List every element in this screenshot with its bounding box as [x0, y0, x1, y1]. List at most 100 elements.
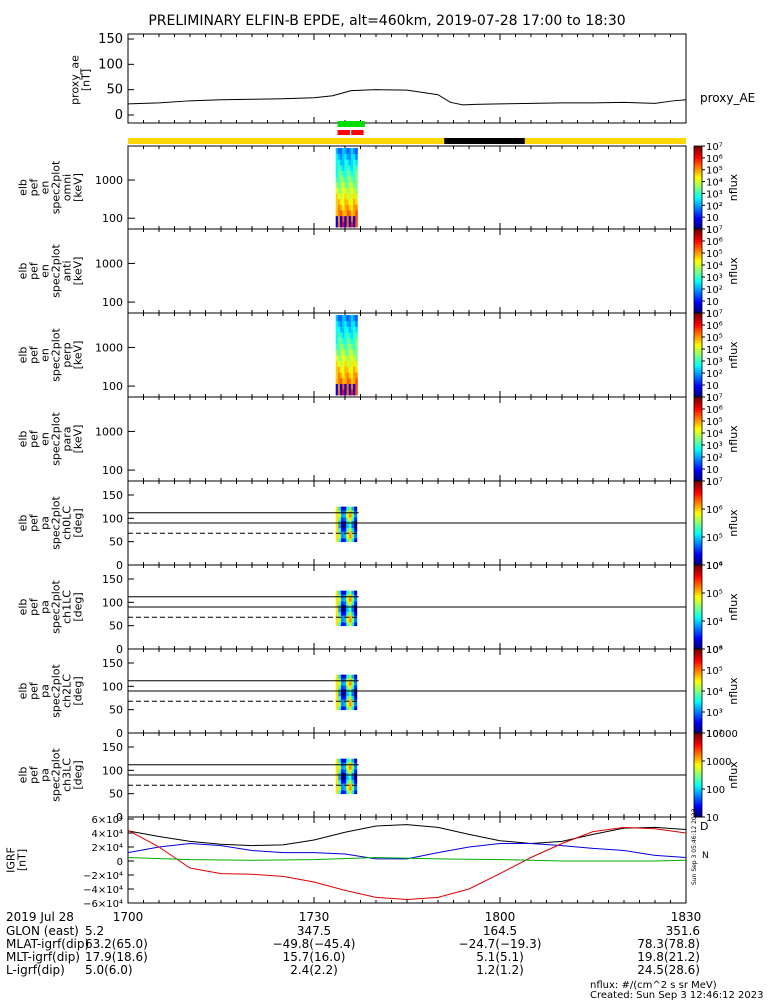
spec2plot-en-perp-colorbar-cell: [694, 315, 702, 318]
spec2plot-pa-ch3LC-colorbar-cell: [694, 768, 702, 772]
spec2plot-pa-ch2LC-cell: [340, 702, 345, 707]
spec2plot-en-para-colorbar-cell: [694, 422, 702, 425]
spec2plot-pa-ch3LC-cell: [346, 779, 350, 784]
spec2plot-en-omni-cell: [344, 164, 347, 171]
spec2plot-en-perp-cell: [350, 320, 354, 327]
spec2plot-pa-ch3LC-cell: [340, 769, 345, 774]
x-axis-value: 2.4(2.2): [290, 963, 338, 977]
spec2plot-en-perp-colorbar-cell: [694, 325, 702, 329]
spec2plot-pa-ch3LC-ylabel-line: elb: [17, 767, 30, 784]
spec2plot-en-omni-cell: [340, 187, 343, 194]
x-axis-value: 1830: [671, 910, 702, 924]
spec2plot-en-perp-cell: [355, 355, 358, 362]
spec2plot-pa-ch1LC-cell: [348, 590, 352, 595]
spec2plot-en-omni-colorbar-cell: [694, 172, 702, 176]
x-axis-row-label: GLON (east): [6, 924, 79, 938]
spec2plot-pa-ch3LC-cell: [354, 765, 358, 770]
spec2plot-en-para-colorbar-cell: [694, 411, 702, 415]
spec2plot-pa-ch0LC-cell: [346, 527, 350, 532]
spec2plot-en-omni-cell: [340, 176, 343, 183]
spec2plot-pa-ch3LC-cell: [351, 779, 355, 784]
spec2plot-en-anti-colorbar-cell: [694, 250, 702, 253]
spec2plot-pa-ch3LC-ylabel-line: spec2plot: [50, 748, 63, 802]
spec2plot-pa-ch3LC-colorbar-cell: [694, 756, 702, 759]
spec2plot-pa-ch1LC-colorbar-cell: [694, 600, 702, 604]
spec2plot-en-omni-cell: [335, 193, 339, 200]
spec2plot-pa-ch0LC-colorbar-cell: [694, 504, 702, 507]
spec2plot-pa-ch2LC-colorbar-label: 10⁵: [706, 666, 723, 677]
spec2plot-en-omni-cell: [340, 193, 343, 200]
spec2plot-pa-ch1LC-colorbar-cell: [694, 596, 702, 600]
spec2plot-pa-ch3LC-colorbar-cell: [694, 814, 702, 818]
spec2plot-en-anti-colorbar-cell: [694, 306, 702, 310]
spec2plot-pa-ch3LC-colorbar-cell: [694, 764, 702, 768]
spec2plot-pa-ch1LC-ytick-label: 50: [109, 620, 123, 633]
x-axis-value: 15.7(16.0): [283, 950, 346, 964]
spec2plot-en-omni-cell: [353, 198, 356, 205]
spec2plot-pa-ch2LC-cell: [343, 674, 347, 679]
spec2plot-pa-ch0LC-cell: [346, 510, 350, 515]
spec2plot-en-perp-cell: [355, 332, 358, 339]
spec2plot-pa-ch0LC-cell: [354, 527, 358, 532]
spec2plot-pa-ch1LC-ylabel-line: pef: [28, 597, 41, 616]
spec2plot-pa-ch3LC-colorbar-cell: [694, 741, 702, 744]
spec2plot-en-para-colorbar-label: 1: [706, 477, 712, 488]
spec2plot-en-omni-cell: [344, 159, 347, 166]
spec2plot-pa-ch0LC-cell: [338, 538, 342, 543]
spec2plot-pa-ch2LC-colorbar-cell: [694, 693, 702, 696]
spec2plot-en-omni-colorbar-cell: [694, 206, 702, 209]
spec2plot-en-omni-cell: [344, 198, 347, 205]
spec2plot-en-omni-cell: [344, 181, 347, 188]
spec2plot-en-para-colorbar-cell: [694, 468, 702, 471]
spec2plot-en-omni-colorbar-cell: [694, 154, 702, 157]
x-axis-value: 1730: [299, 910, 330, 924]
orbit-status-shadow-segment: [444, 138, 525, 144]
spec2plot-en-perp-cell: [344, 343, 347, 350]
spec2plot-pa-ch3LC-colorbar-cell: [694, 749, 702, 753]
spec2plot-en-omni-cell: [342, 204, 345, 211]
spec2plot-en-perp-colorbar-label: 10⁵: [706, 333, 723, 344]
spec2plot-pa-ch1LC-colorbar-cell: [694, 617, 702, 621]
spec2plot-en-anti-ylabel-line: elb: [17, 263, 30, 280]
spec2plot-pa-ch3LC-cell: [335, 762, 339, 767]
spec2plot-en-perp-colorbar-cell: [694, 357, 702, 360]
igrf-series-bmag: [127, 856, 687, 862]
spec2plot-pa-ch0LC-colorbar-cell: [694, 562, 702, 566]
spec2plot-en-omni-cell: [348, 153, 352, 160]
spec2plot-pa-ch3LC-colorbar-cell: [694, 735, 702, 738]
spec2plot-en-omni-cell: [335, 176, 339, 183]
spec2plot-pa-ch2LC-cell: [335, 674, 339, 679]
spec2plot-en-omni-cell: [337, 181, 341, 188]
spec2plot-pa-ch1LC-cell: [346, 618, 350, 623]
spec2plot-en-perp-cell: [348, 337, 352, 344]
spec2plot-en-perp-ylabel-line: spec2plot: [50, 328, 63, 382]
spec2plot-en-omni-cell: [344, 215, 347, 222]
spec2plot-en-omni-cell: [344, 204, 347, 211]
spec2plot-en-perp-colorbar-cell: [694, 350, 702, 354]
spec2plot-en-perp-zlabel-text: nflux: [727, 341, 740, 369]
spec2plot-pa-ch2LC-colorbar-cell: [694, 674, 702, 677]
spec2plot-en-perp-cell: [350, 355, 354, 362]
spec2plot-pa-ch1LC-colorbar-cell: [694, 607, 702, 610]
spec2plot-pa-ch1LC-cell: [346, 594, 350, 599]
spec2plot-en-omni-cell: [337, 198, 341, 205]
spec2plot-en-perp-cell: [348, 326, 352, 333]
spec2plot-en-omni-ytick-label: 100: [102, 212, 123, 225]
spec2plot-pa-ch3LC-cell: [335, 790, 339, 795]
spec2plot-en-omni-cell: [348, 148, 352, 155]
spec2plot-en-omni-colorbar-cell: [694, 164, 702, 168]
spec2plot-en-omni-cell: [353, 164, 356, 171]
spec2plot-en-anti-colorbar-cell: [694, 268, 702, 272]
spec2plot-en-omni-cell: [337, 204, 341, 211]
spec2plot-pa-ch2LC-cell: [343, 681, 347, 686]
spec2plot-pa-ch3LC-colorbar-cell: [694, 779, 702, 782]
spec2plot-pa-ch3LC-cell: [354, 779, 358, 784]
spec2plot-pa-ch1LC-cell: [348, 608, 352, 613]
spec2plot-en-para-colorbar-cell: [694, 403, 702, 406]
spec2plot-en-para-colorbar-label: 10³: [706, 441, 723, 452]
spec2plot-en-anti-colorbar-cell: [694, 256, 702, 259]
spec2plot-pa-ch3LC-ylabel-line: pef: [28, 765, 41, 784]
spec2plot-en-omni-ylabel-line: en: [39, 181, 52, 195]
spec2plot-en-omni-cell: [346, 193, 350, 200]
